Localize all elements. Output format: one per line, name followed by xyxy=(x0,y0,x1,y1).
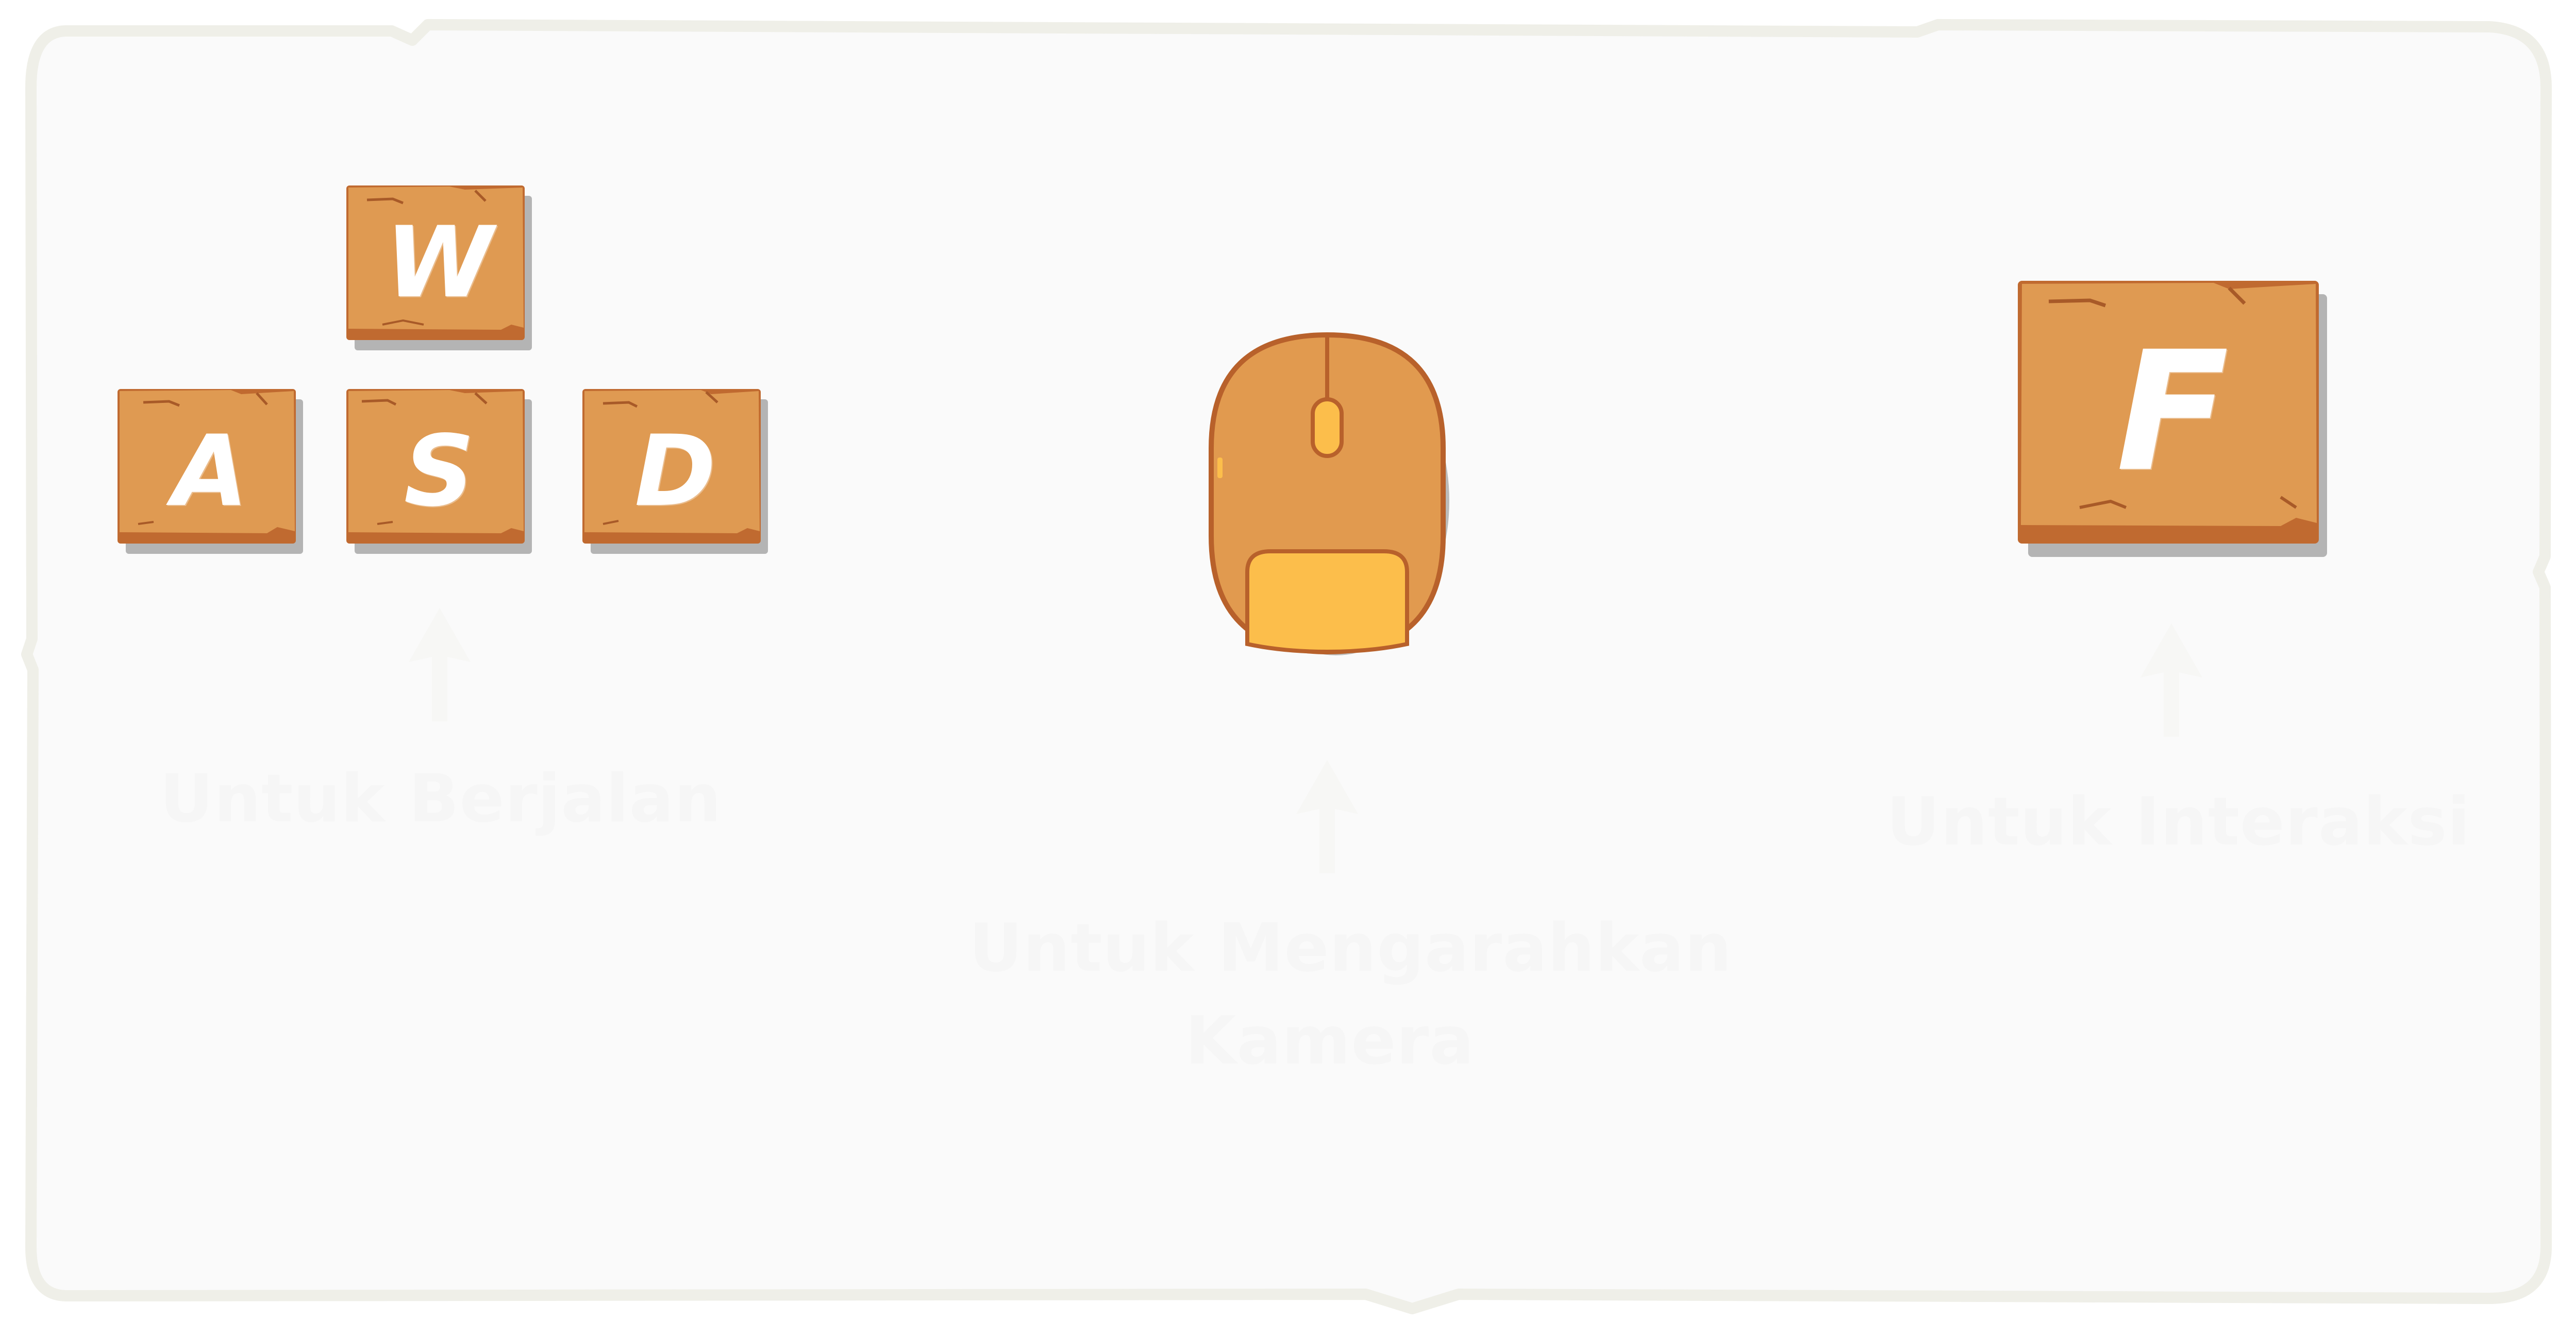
arrow-up-icon xyxy=(1294,757,1361,876)
mouse-icon xyxy=(1206,330,1453,659)
key-label: W xyxy=(385,206,493,319)
key-tile-graphic xyxy=(2018,281,2327,557)
arrow-up-icon xyxy=(2138,621,2205,739)
caption-camera-line1: Untuk Mengarahkan xyxy=(969,910,1732,987)
key-tile-graphic xyxy=(346,389,532,554)
key-label: A xyxy=(172,414,248,528)
caption-interact: Untuk Interaksi xyxy=(1886,784,2471,860)
key-label: S xyxy=(404,414,475,528)
key-a: A xyxy=(118,389,303,554)
key-tile-graphic xyxy=(118,389,303,554)
key-f: F xyxy=(2018,281,2327,559)
key-label: D xyxy=(634,414,716,528)
arrow-up-icon xyxy=(406,605,473,724)
key-s: S xyxy=(346,389,532,554)
key-w: W xyxy=(346,185,532,350)
caption-camera-line2: Kamera xyxy=(1185,1003,1475,1079)
key-tile-graphic xyxy=(346,185,532,350)
key-d: D xyxy=(582,389,768,554)
panel-background xyxy=(21,19,2552,1314)
key-label: F xyxy=(2116,316,2229,508)
caption-walk: Untuk Berjalan xyxy=(160,760,722,837)
key-tile-graphic xyxy=(582,389,768,554)
